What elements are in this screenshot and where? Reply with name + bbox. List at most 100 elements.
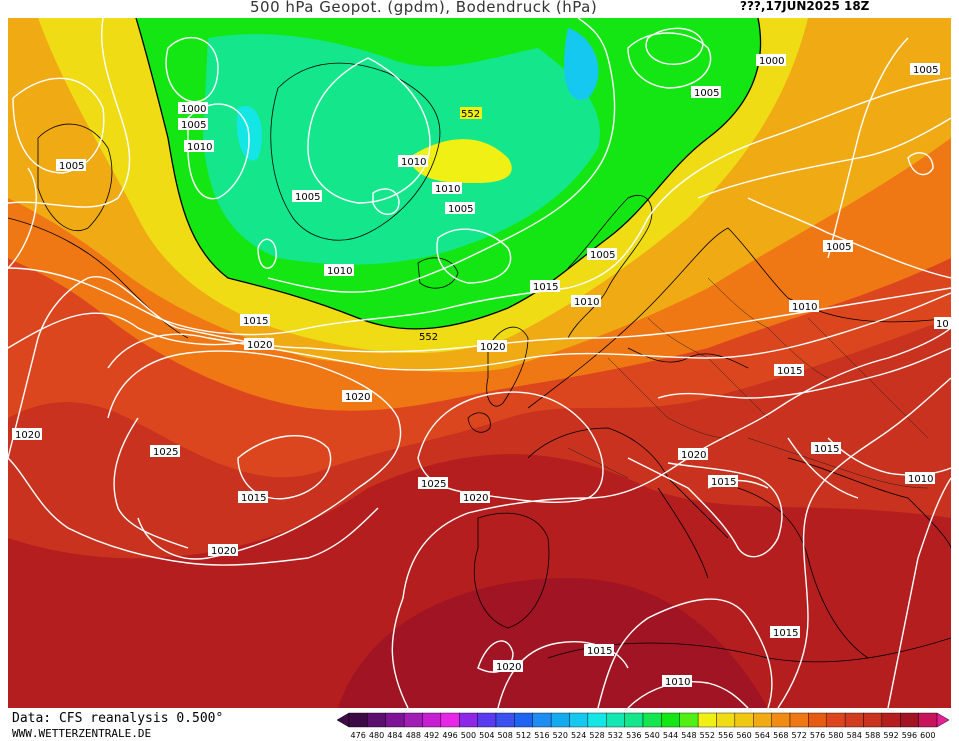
svg-text:1005: 1005 <box>59 161 84 172</box>
isobar-label: 1020 <box>342 390 372 403</box>
colorbar-swatch <box>661 712 680 728</box>
isobar-label: 1010 <box>571 295 601 308</box>
field-cyan-2 <box>237 106 262 161</box>
colorbar-swatch <box>569 712 589 728</box>
isobar-label: 1005 <box>691 86 721 99</box>
isobar-label: 1010 <box>324 264 354 277</box>
isobar-label: 1010 <box>789 300 819 313</box>
isobar-label: 1005 <box>910 63 940 76</box>
colorbar-tick-label: 596 <box>902 731 917 740</box>
svg-text:1005: 1005 <box>694 88 719 99</box>
svg-text:552: 552 <box>461 109 480 120</box>
svg-text:10: 10 <box>936 319 949 330</box>
svg-text:1020: 1020 <box>496 662 521 673</box>
colorbar-swatch <box>459 712 478 728</box>
isobar-label: 1005 <box>292 190 322 203</box>
svg-text:1010: 1010 <box>187 142 212 153</box>
colorbar-swatch <box>514 712 533 728</box>
chart-header: 500 hPa Geopot. (gpdm), Bodendruck (hPa)… <box>0 0 959 16</box>
isobar-label: 1015 <box>530 280 560 293</box>
colorbar-tick-label: 552 <box>700 731 715 740</box>
isobar-label: 1005 <box>445 202 475 215</box>
svg-text:1020: 1020 <box>480 342 505 353</box>
isobar-label: 1015 <box>708 475 738 488</box>
weather-map: 1000 1005 1010 1005 1005 1010 1010 1005 … <box>8 18 951 708</box>
svg-text:1005: 1005 <box>181 120 206 131</box>
data-source: Data: CFS reanalysis 0.500° <box>12 711 224 726</box>
colorbar-arrow-high <box>936 712 950 728</box>
colorbar-swatch <box>697 712 717 728</box>
isobar-label: 1015 <box>238 491 268 504</box>
svg-text:1005: 1005 <box>295 192 320 203</box>
colorbar-arrow-low <box>337 712 350 728</box>
run-time: ???,17JUN2025 18Z <box>740 0 870 13</box>
svg-text:1015: 1015 <box>711 477 736 488</box>
colorbar-tick-label: 580 <box>828 731 843 740</box>
colorbar-swatch <box>679 712 699 728</box>
colorbar-swatch <box>440 712 460 728</box>
svg-text:1005: 1005 <box>913 65 938 76</box>
site-url: WWW.WETTERZENTRALE.DE <box>12 727 152 740</box>
chart-title: 500 hPa Geopot. (gpdm), Bodendruck (hPa) <box>250 0 598 16</box>
colorbar-swatch <box>918 712 938 728</box>
svg-text:1020: 1020 <box>681 450 706 461</box>
colorbar-tick-label: 540 <box>645 731 660 740</box>
field-cyan <box>564 28 599 100</box>
isobar-label: 1000 <box>756 54 786 67</box>
colorbar-swatch <box>900 712 919 728</box>
colorbar-swatch <box>477 712 497 728</box>
colorbar: 476 480 484 488 492 496 500 504 508 512 516 520 524 5… <box>337 712 950 740</box>
svg-text:1020: 1020 <box>15 430 40 441</box>
isobar-label: 1020 <box>460 491 490 504</box>
colorbar-swatch <box>403 712 423 728</box>
colorbar-tick-label: 560 <box>736 731 751 740</box>
colorbar-swatch <box>863 712 883 728</box>
colorbar-tick-label: 516 <box>534 731 549 740</box>
isobar-label: 1005 <box>587 248 617 261</box>
colorbar-tick-label: 544 <box>663 731 678 740</box>
colorbar-tick-label: 496 <box>442 731 457 740</box>
colorbar-tick-label: 484 <box>387 731 402 740</box>
colorbar-tick-label: 512 <box>516 731 531 740</box>
svg-text:1010: 1010 <box>574 297 599 308</box>
colorbar-tick-label: 548 <box>681 731 696 740</box>
colorbar-swatch <box>422 712 442 728</box>
colorbar-tick-label: 504 <box>479 731 494 740</box>
colorbar-swatch <box>367 712 386 728</box>
colorbar-swatch <box>734 712 754 728</box>
colorbar-swatch <box>844 712 864 728</box>
colorbar-tick-label: 556 <box>718 731 733 740</box>
isobar-label: 552 <box>418 330 440 343</box>
svg-text:1010: 1010 <box>792 302 817 313</box>
colorbar-swatch <box>495 712 515 728</box>
svg-text:1010: 1010 <box>327 266 352 277</box>
svg-text:552: 552 <box>419 332 438 343</box>
colorbar-swatch <box>826 712 846 728</box>
isobar-label: 1005 <box>56 159 86 172</box>
svg-text:1020: 1020 <box>345 392 370 403</box>
colorbar-tick-label: 492 <box>424 731 439 740</box>
svg-text:1000: 1000 <box>759 56 784 67</box>
svg-text:1015: 1015 <box>773 628 798 639</box>
colorbar-tick-label: 488 <box>406 731 421 740</box>
colorbar-swatch <box>587 712 607 728</box>
isobar-label: 1025 <box>418 477 448 490</box>
field-dark-red-2 <box>338 578 768 708</box>
colorbar-tick-label: 528 <box>589 731 604 740</box>
isobar-label: 1015 <box>811 442 841 455</box>
colorbar-tick-label: 568 <box>773 731 788 740</box>
colorbar-tick-label: 564 <box>755 731 770 740</box>
colorbar-tick-label: 572 <box>792 731 807 740</box>
colorbar-tick-label: 584 <box>847 731 862 740</box>
isobar-label: 1010 <box>432 182 462 195</box>
colorbar-tick-label: 508 <box>498 731 513 740</box>
isobar-label: 1015 <box>770 626 800 639</box>
colorbar-swatch <box>550 712 570 728</box>
isobar-label: 1010 <box>905 472 935 485</box>
isobar-label: 1015 <box>584 644 614 657</box>
svg-text:1025: 1025 <box>421 479 446 490</box>
svg-text:1000: 1000 <box>181 104 206 115</box>
svg-text:1015: 1015 <box>533 282 558 293</box>
svg-text:1025: 1025 <box>153 447 178 458</box>
colorbar-tick-label: 576 <box>810 731 825 740</box>
